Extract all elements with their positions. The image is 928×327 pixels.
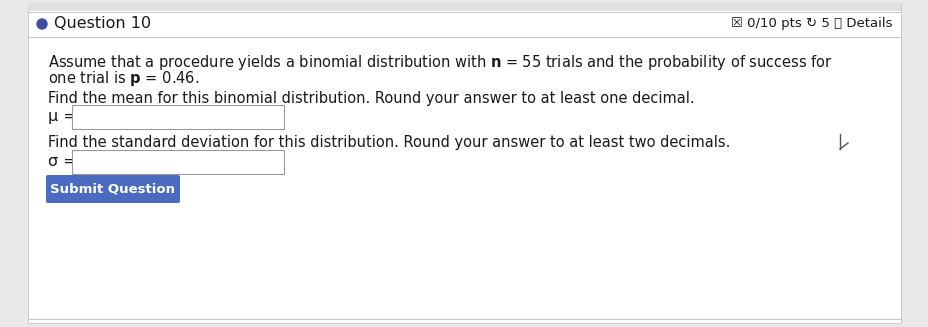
FancyBboxPatch shape <box>28 3 900 11</box>
Text: one trial is $\mathbf{p}$ = 0.46.: one trial is $\mathbf{p}$ = 0.46. <box>48 70 200 89</box>
Text: Question 10: Question 10 <box>54 16 151 31</box>
Text: ☒ 0/10 pts ↻ 5 ⓘ Details: ☒ 0/10 pts ↻ 5 ⓘ Details <box>730 18 892 30</box>
Text: Find the mean for this binomial distribution. Round your answer to at least one : Find the mean for this binomial distribu… <box>48 92 694 107</box>
FancyBboxPatch shape <box>46 175 180 203</box>
Text: μ =: μ = <box>48 110 77 125</box>
Text: Submit Question: Submit Question <box>50 182 175 196</box>
Text: Assume that a procedure yields a binomial distribution with $\mathbf{n}$ = 55 tr: Assume that a procedure yields a binomia… <box>48 53 832 72</box>
Circle shape <box>37 19 47 29</box>
Text: σ =: σ = <box>48 154 77 169</box>
FancyBboxPatch shape <box>28 3 900 323</box>
FancyBboxPatch shape <box>72 105 284 129</box>
FancyBboxPatch shape <box>72 150 284 174</box>
Text: Find the standard deviation for this distribution. Round your answer to at least: Find the standard deviation for this dis… <box>48 134 729 149</box>
